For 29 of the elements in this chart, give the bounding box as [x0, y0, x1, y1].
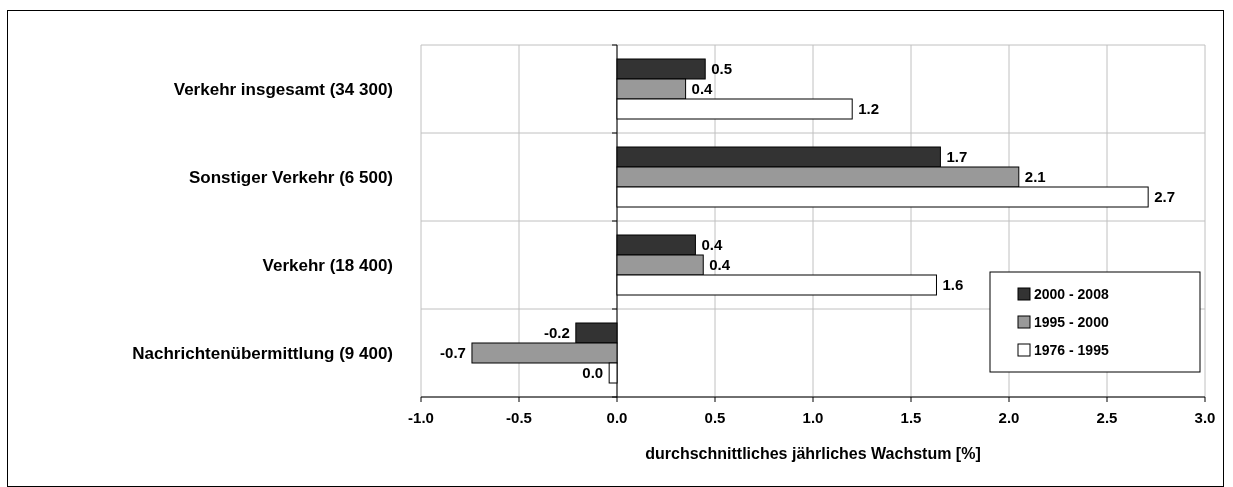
data-label: 0.4 [701, 236, 723, 253]
data-label: 1.6 [942, 276, 964, 293]
x-tick-label: -0.5 [506, 409, 532, 426]
data-label: 0.0 [582, 364, 604, 381]
legend-label: 1995 - 2000 [1034, 314, 1109, 330]
x-tick-label: 2.0 [998, 409, 1020, 426]
data-label: 2.1 [1024, 168, 1046, 185]
x-tick-label: 2.5 [1096, 409, 1118, 426]
y-tick-label: Sonstiger Verkehr (6 500) [188, 168, 393, 187]
data-label: 1.7 [946, 148, 968, 165]
x-tick-label: 1.5 [900, 409, 922, 426]
data-label: 1.2 [858, 100, 880, 117]
x-tick-label: 1.0 [802, 409, 824, 426]
data-label: 0.4 [709, 256, 731, 273]
data-label: -0.7 [440, 344, 466, 361]
legend-label: 2000 - 2008 [1034, 286, 1109, 302]
data-label: 2.7 [1154, 188, 1176, 205]
x-tick-label: -1.0 [408, 409, 434, 426]
y-tick-label: Nachrichtenübermittlung (9 400) [132, 344, 393, 363]
y-tick-label: Verkehr insgesamt (34 300) [173, 80, 393, 99]
x-axis-title: durchschnittliches jährliches Wachstum [%] [645, 445, 981, 462]
x-tick-label: 0.5 [704, 409, 726, 426]
data-label: -0.2 [543, 324, 570, 341]
y-tick-label: Verkehr (18 400) [262, 256, 393, 275]
data-label: 0.5 [711, 60, 733, 77]
data-label: 0.4 [691, 80, 714, 97]
legend-label: 1976 - 1995 [1034, 342, 1109, 358]
x-tick-label: 3.0 [1194, 409, 1216, 426]
x-tick-label: 0.0 [606, 409, 628, 426]
